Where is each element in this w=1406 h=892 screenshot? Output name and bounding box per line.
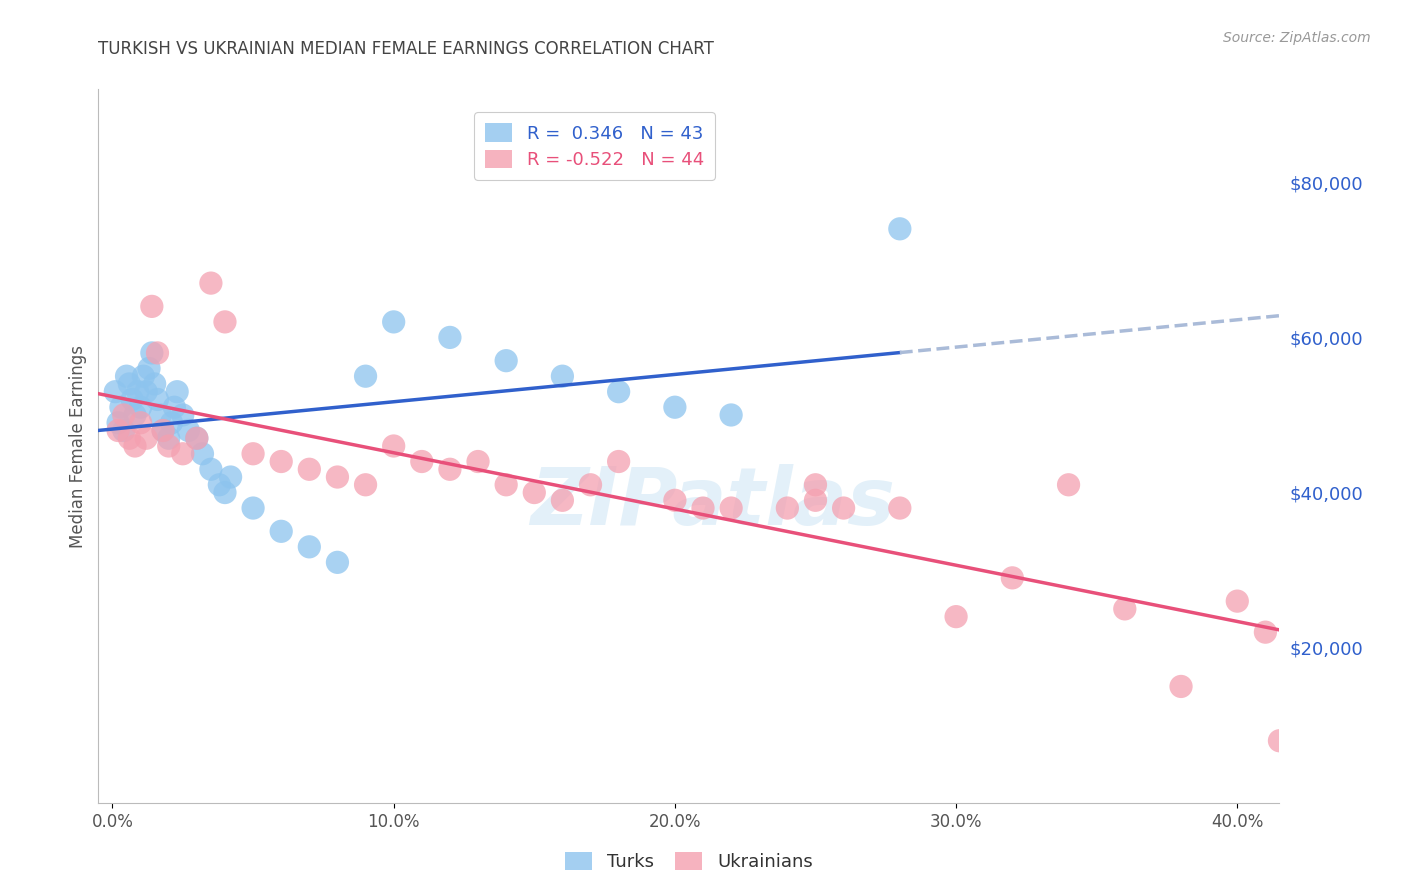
Point [135, 384, 157, 399]
Point [354, 369, 377, 384]
Point [1114, 602, 1136, 616]
Point [112, 424, 135, 438]
Point [1254, 625, 1277, 640]
Point [692, 501, 714, 516]
Point [110, 401, 132, 415]
Point [200, 462, 222, 476]
Point [166, 384, 188, 399]
Point [163, 401, 186, 415]
Text: TURKISH VS UKRAINIAN MEDIAN FEMALE EARNINGS CORRELATION CHART: TURKISH VS UKRAINIAN MEDIAN FEMALE EARNI… [98, 40, 714, 58]
Point [439, 330, 461, 344]
Point [107, 424, 129, 438]
Point [270, 454, 292, 468]
Point [104, 384, 127, 399]
Point [298, 462, 321, 476]
Point [720, 501, 742, 516]
Y-axis label: Median Female Earnings: Median Female Earnings [69, 344, 87, 548]
Point [141, 346, 163, 360]
Point [607, 384, 630, 399]
Point [115, 369, 138, 384]
Point [186, 431, 208, 445]
Point [326, 470, 349, 484]
Point [720, 408, 742, 422]
Legend: Turks, Ukrainians: Turks, Ukrainians [558, 845, 820, 879]
Point [945, 609, 967, 624]
Point [118, 431, 141, 445]
Point [1268, 733, 1291, 747]
Point [172, 447, 194, 461]
Point [889, 222, 911, 236]
Point [141, 299, 163, 313]
Point [124, 439, 146, 453]
Point [270, 524, 292, 539]
Point [1170, 680, 1192, 694]
Point [607, 454, 630, 468]
Point [127, 384, 149, 399]
Point [152, 424, 174, 438]
Point [146, 392, 169, 407]
Point [664, 401, 686, 415]
Point [551, 493, 574, 508]
Point [1226, 594, 1249, 608]
Point [214, 485, 236, 500]
Point [804, 477, 827, 491]
Point [298, 540, 321, 554]
Point [889, 501, 911, 516]
Point [149, 408, 172, 422]
Point [121, 392, 143, 407]
Point [776, 501, 799, 516]
Point [495, 353, 517, 368]
Point [214, 315, 236, 329]
Point [186, 431, 208, 445]
Point [382, 439, 405, 453]
Point [382, 315, 405, 329]
Point [129, 416, 152, 430]
Point [129, 401, 152, 415]
Point [467, 454, 489, 468]
Point [157, 431, 180, 445]
Point [172, 408, 194, 422]
Point [523, 485, 546, 500]
Point [160, 416, 183, 430]
Point [354, 477, 377, 491]
Point [146, 346, 169, 360]
Point [495, 477, 517, 491]
Point [832, 501, 855, 516]
Point [411, 454, 433, 468]
Point [242, 447, 264, 461]
Point [1057, 477, 1080, 491]
Point [664, 493, 686, 508]
Point [152, 424, 174, 438]
Point [579, 477, 602, 491]
Point [804, 493, 827, 508]
Legend: R =  0.346   N = 43, R = -0.522   N = 44: R = 0.346 N = 43, R = -0.522 N = 44 [474, 112, 714, 180]
Point [132, 369, 155, 384]
Point [551, 369, 574, 384]
Point [177, 424, 200, 438]
Point [118, 376, 141, 391]
Point [1001, 571, 1024, 585]
Point [107, 416, 129, 430]
Point [208, 477, 231, 491]
Point [200, 276, 222, 290]
Point [138, 361, 160, 376]
Point [143, 376, 166, 391]
Text: ZIPatlas: ZIPatlas [530, 464, 896, 542]
Point [124, 408, 146, 422]
Point [191, 447, 214, 461]
Point [157, 439, 180, 453]
Point [112, 408, 135, 422]
Point [326, 555, 349, 569]
Point [135, 431, 157, 445]
Point [242, 501, 264, 516]
Point [219, 470, 242, 484]
Text: Source: ZipAtlas.com: Source: ZipAtlas.com [1223, 31, 1371, 45]
Point [439, 462, 461, 476]
